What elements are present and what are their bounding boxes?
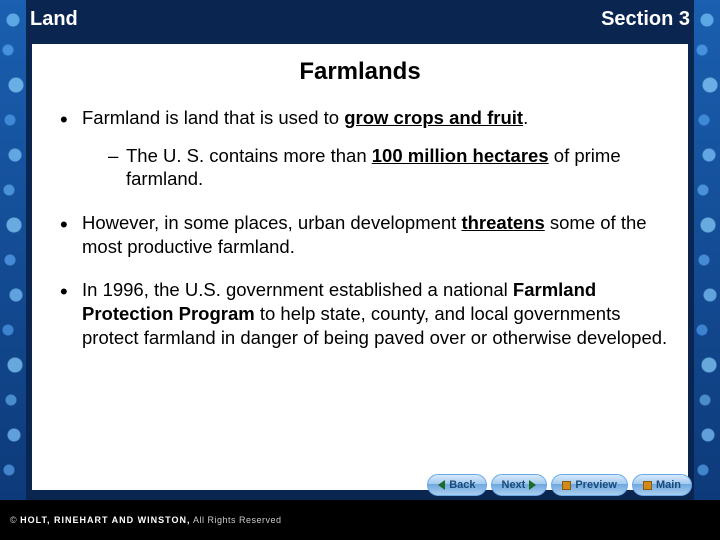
next-button[interactable]: Next xyxy=(491,474,548,496)
back-button[interactable]: Back xyxy=(427,474,486,496)
preview-button[interactable]: Preview xyxy=(551,474,628,496)
bullet-text-pre: Farmland is land that is used to xyxy=(82,107,344,128)
sub-bullet-list: The U. S. contains more than 100 million… xyxy=(82,144,678,191)
footer-rights: All Rights Reserved xyxy=(190,515,281,525)
next-label: Next xyxy=(502,479,526,491)
arrow-left-icon xyxy=(438,480,445,490)
footer-brand: HOLT, RINEHART AND WINSTON, xyxy=(20,515,190,525)
bullet-item: However, in some places, urban developme… xyxy=(60,211,678,258)
main-button[interactable]: Main xyxy=(632,474,692,496)
main-icon xyxy=(643,481,652,490)
bullet-text-pre: In 1996, the U.S. government established… xyxy=(82,279,513,300)
decorative-bubble-border-left xyxy=(0,0,26,500)
decorative-bubble-border-right xyxy=(694,0,720,500)
sub-text-bold: 100 million hectares xyxy=(372,145,549,166)
arrow-right-icon xyxy=(529,480,536,490)
slide-header: Land Section 3 xyxy=(30,8,690,31)
bullet-text-bold: grow crops and fruit xyxy=(344,107,523,128)
nav-button-row: Back Next Preview Main xyxy=(427,474,692,496)
copyright-text: © HOLT, RINEHART AND WINSTON, All Rights… xyxy=(10,515,282,525)
slide-title: Farmlands xyxy=(42,58,678,86)
bullet-list: Farmland is land that is used to grow cr… xyxy=(42,106,678,349)
header-left-label: Land xyxy=(30,8,78,31)
preview-icon xyxy=(562,481,571,490)
bullet-item: In 1996, the U.S. government established… xyxy=(60,278,678,349)
header-right-label: Section 3 xyxy=(601,8,690,31)
slide-content-panel: Farmlands Farmland is land that is used … xyxy=(30,42,690,492)
preview-label: Preview xyxy=(575,479,617,491)
sub-text-pre: The U. S. contains more than xyxy=(126,145,372,166)
bullet-text-bold: threatens xyxy=(461,212,544,233)
bullet-item: Farmland is land that is used to grow cr… xyxy=(60,106,678,191)
back-label: Back xyxy=(449,479,475,491)
footer-bar: © HOLT, RINEHART AND WINSTON, All Rights… xyxy=(0,500,720,540)
sub-bullet-item: The U. S. contains more than 100 million… xyxy=(108,144,678,191)
bullet-text-post: . xyxy=(523,107,528,128)
bullet-text-pre: However, in some places, urban developme… xyxy=(82,212,461,233)
main-label: Main xyxy=(656,479,681,491)
